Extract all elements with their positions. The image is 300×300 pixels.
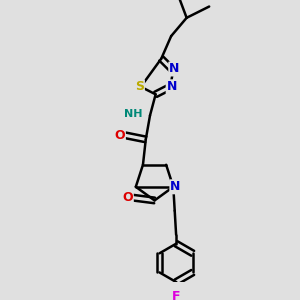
Text: O: O: [122, 191, 133, 204]
Text: S: S: [135, 80, 144, 93]
Text: N: N: [169, 62, 180, 76]
Text: N: N: [167, 80, 177, 93]
Text: O: O: [114, 129, 125, 142]
Text: NH: NH: [124, 109, 143, 119]
Text: N: N: [170, 180, 181, 193]
Text: F: F: [172, 290, 180, 300]
